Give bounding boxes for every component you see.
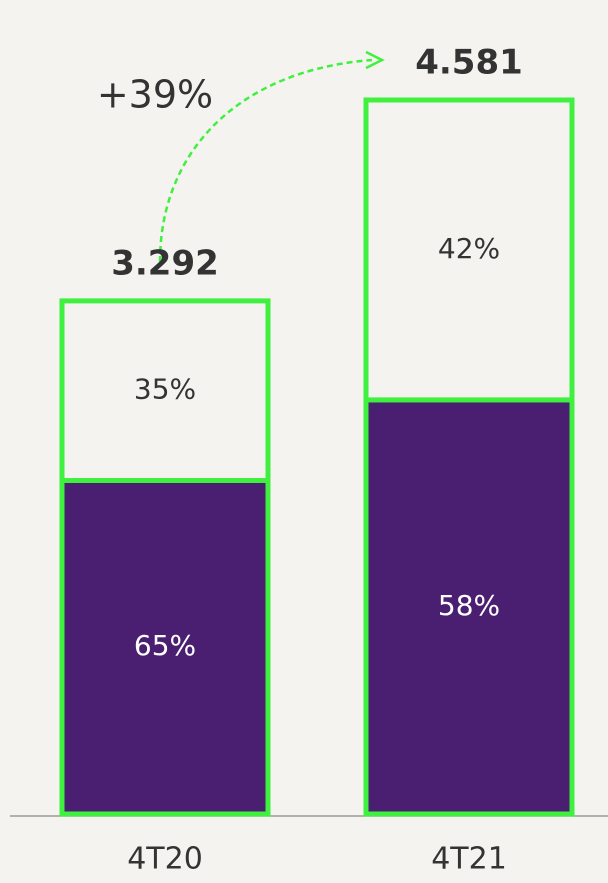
x-tick-label: 4T21: [431, 842, 507, 877]
segment-label: 42%: [438, 232, 500, 265]
total-label: 3.292: [111, 243, 219, 283]
bar-segment: [59, 477, 271, 817]
arrow-head: [365, 50, 385, 70]
bar-segment: [363, 97, 575, 403]
segment-label: 35%: [134, 373, 196, 406]
x-tick-label: 4T20: [127, 842, 203, 877]
growth-label: +39%: [97, 73, 213, 117]
segment-label: 58%: [438, 589, 500, 622]
total-label: 4.581: [415, 43, 523, 83]
bar-segment: [59, 298, 271, 483]
growth-arrow: [158, 58, 373, 263]
segment-label: 65%: [134, 629, 196, 662]
bar-segment: [363, 397, 575, 817]
